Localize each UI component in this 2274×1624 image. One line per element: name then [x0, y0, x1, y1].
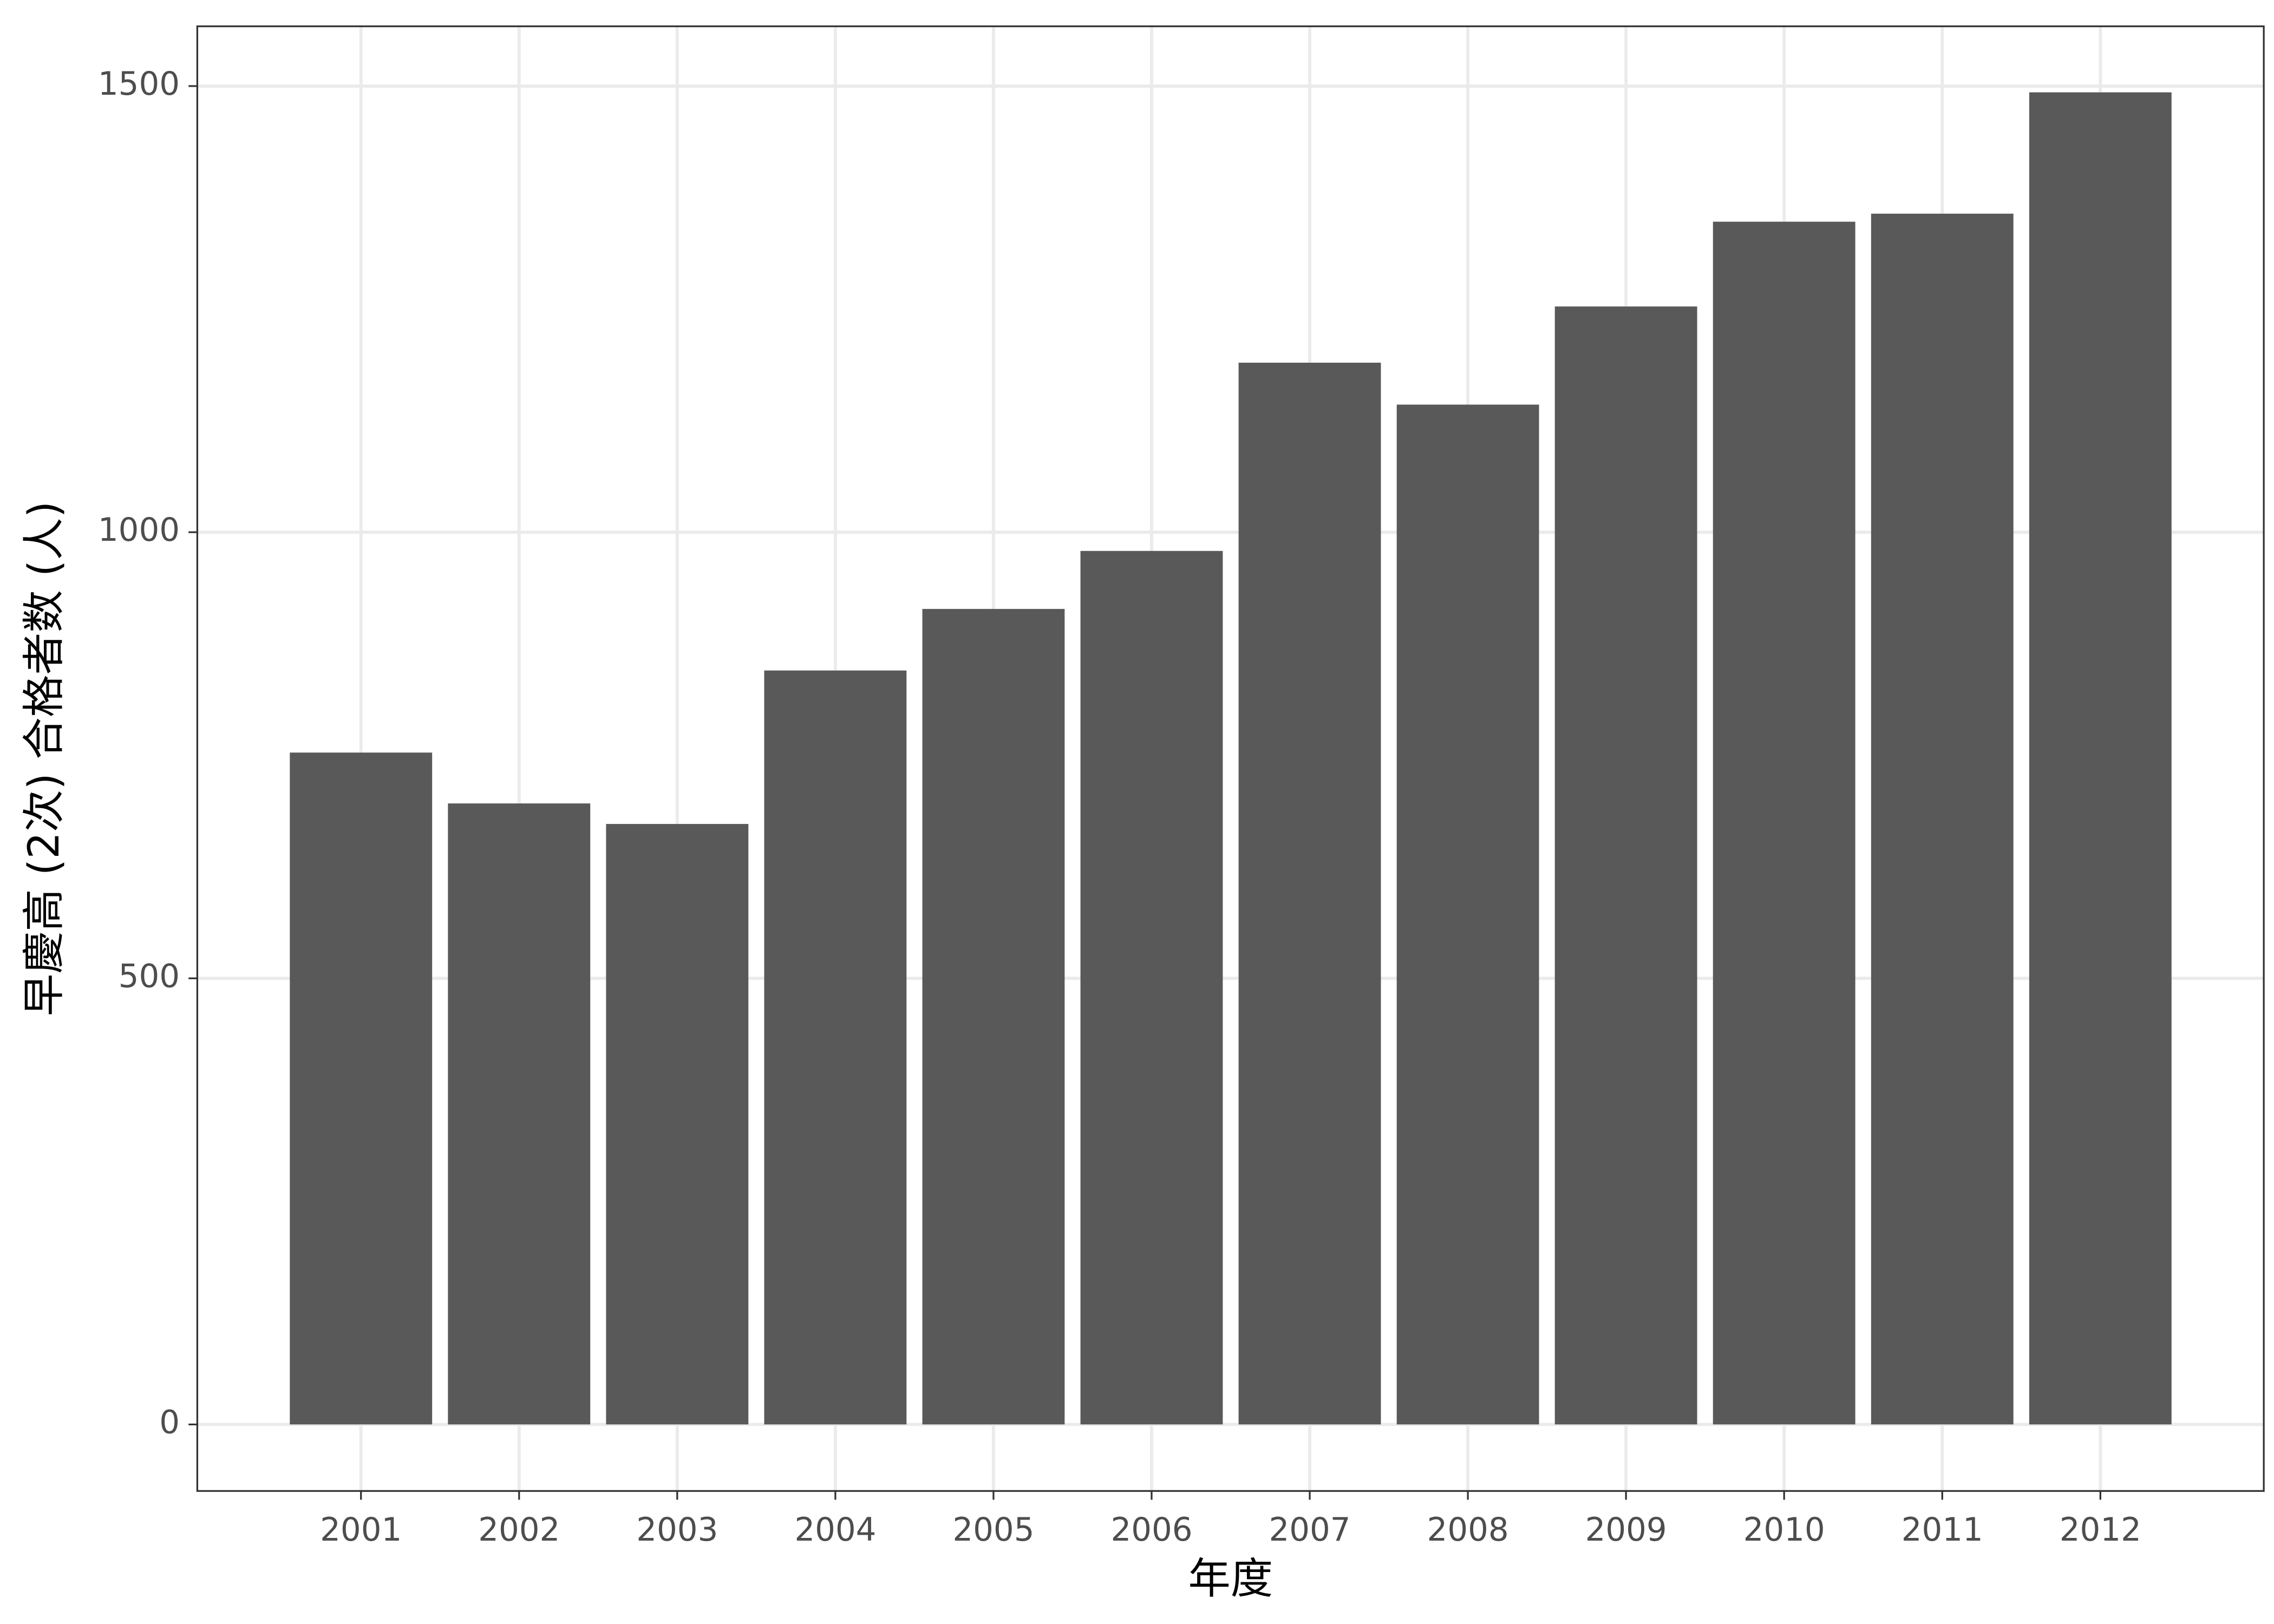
- bar: [1871, 213, 2014, 1425]
- bar: [1554, 306, 1697, 1425]
- x-axis-title: 年度: [1188, 1554, 1273, 1603]
- x-tick-label: 2010: [1743, 1511, 1825, 1549]
- bar: [606, 824, 749, 1425]
- y-tick-label: 1000: [98, 512, 180, 549]
- x-tick-label: 2012: [2060, 1511, 2141, 1549]
- bars: [290, 92, 2172, 1425]
- x-tick-label: 2006: [1110, 1511, 1192, 1549]
- x-tick-label: 2004: [794, 1511, 876, 1549]
- bar: [448, 803, 591, 1425]
- panel-border: [196, 25, 2265, 1492]
- x-tick-label: 2007: [1269, 1511, 1351, 1549]
- y-tick-label: 500: [119, 958, 180, 995]
- bar: [290, 752, 433, 1425]
- bar: [1080, 551, 1223, 1425]
- bar: [1713, 221, 1855, 1425]
- x-tick-label: 2002: [478, 1511, 560, 1549]
- x-tick-label: 2005: [952, 1511, 1034, 1549]
- bar: [1396, 404, 1539, 1425]
- x-tick-label: 2003: [636, 1511, 718, 1549]
- bar: [764, 670, 907, 1425]
- y-tick-label: 0: [159, 1404, 180, 1441]
- x-tick-label: 2001: [320, 1511, 402, 1549]
- bar: [2029, 92, 2172, 1425]
- bar: [1238, 362, 1381, 1425]
- bar: [922, 608, 1065, 1425]
- y-axis-title: 早慶高 (2次) 合格者数 (人): [19, 501, 69, 1016]
- y-tick-label: 1500: [98, 66, 180, 103]
- x-tick-label: 2011: [1901, 1511, 1983, 1549]
- x-tick-label: 2008: [1427, 1511, 1509, 1549]
- x-tick-label: 2009: [1585, 1511, 1667, 1549]
